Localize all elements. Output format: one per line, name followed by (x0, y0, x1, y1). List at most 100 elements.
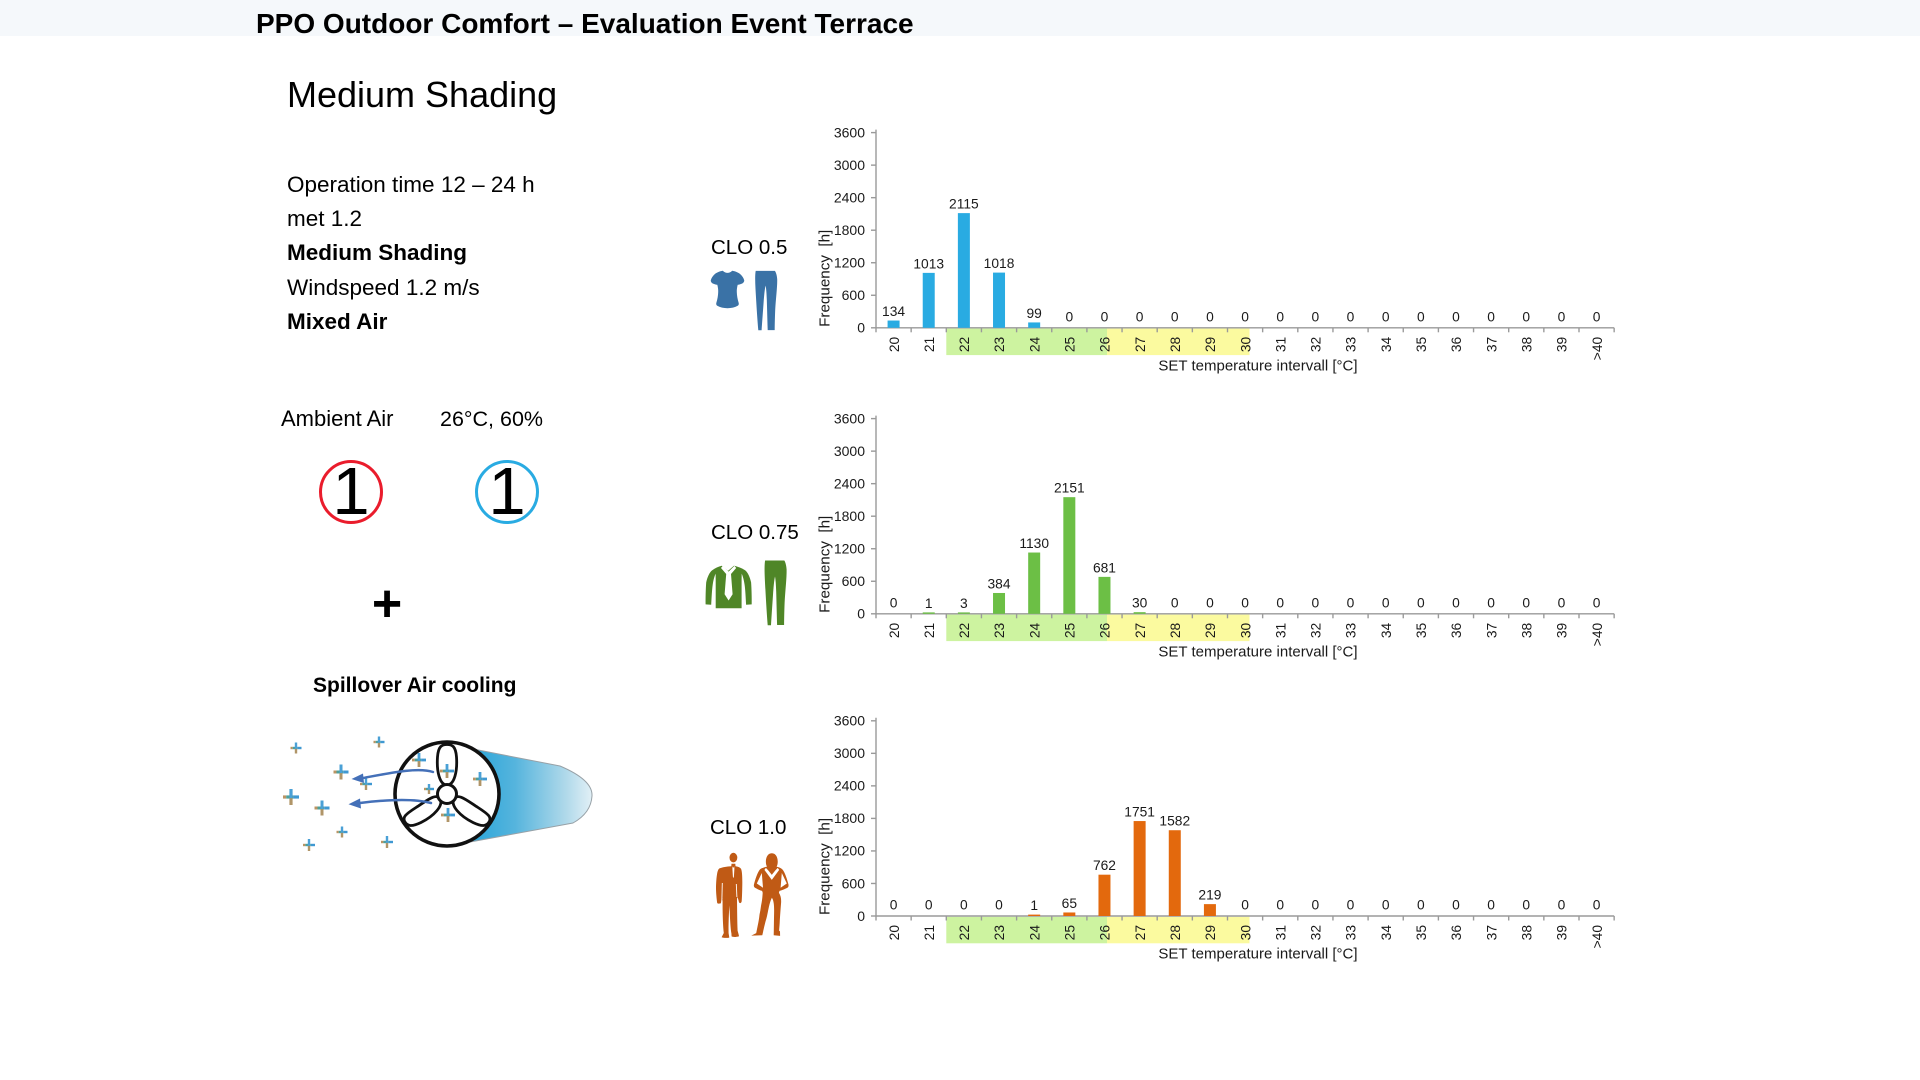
svg-text:3600: 3600 (834, 410, 865, 426)
svg-text:2400: 2400 (834, 189, 865, 205)
svg-text:35: 35 (1414, 622, 1429, 638)
svg-text:1800: 1800 (834, 222, 865, 238)
svg-text:2151: 2151 (1054, 481, 1085, 496)
svg-text:34: 34 (1379, 925, 1394, 941)
svg-text:3600: 3600 (834, 124, 865, 140)
svg-text:0: 0 (890, 898, 898, 913)
svg-text:35: 35 (1414, 336, 1429, 352)
svg-text:27: 27 (1133, 337, 1148, 352)
svg-text:37: 37 (1484, 623, 1499, 638)
svg-text:32: 32 (1309, 925, 1324, 940)
svg-text:36: 36 (1449, 925, 1464, 941)
svg-text:26: 26 (1098, 622, 1113, 638)
svg-text:2400: 2400 (834, 778, 865, 794)
svg-text:0: 0 (1452, 898, 1460, 913)
svg-text:39: 39 (1555, 925, 1570, 941)
svg-text:0: 0 (1171, 309, 1179, 324)
svg-text:33: 33 (1344, 622, 1359, 638)
svg-text:0: 0 (1487, 309, 1495, 324)
svg-text:0: 0 (1312, 595, 1320, 610)
svg-text:3000: 3000 (834, 443, 865, 459)
svg-text:134: 134 (882, 304, 905, 319)
svg-text:37: 37 (1484, 337, 1499, 352)
svg-text:38: 38 (1519, 622, 1534, 638)
svg-text:0: 0 (1452, 595, 1460, 610)
svg-text:1800: 1800 (834, 508, 865, 524)
svg-text:21: 21 (922, 623, 937, 638)
svg-text:600: 600 (842, 287, 866, 303)
svg-text:0: 0 (1417, 595, 1425, 610)
svg-text:36: 36 (1449, 336, 1464, 352)
svg-text:65: 65 (1062, 896, 1078, 911)
svg-text:SET temperature intervall [°C]: SET temperature intervall [°C] (1158, 643, 1357, 660)
svg-text:36: 36 (1449, 622, 1464, 638)
svg-text:39: 39 (1555, 336, 1570, 352)
svg-text:25: 25 (1063, 925, 1078, 941)
svg-text:1018: 1018 (984, 256, 1015, 271)
svg-text:26: 26 (1098, 925, 1113, 941)
svg-text:0: 0 (1382, 309, 1390, 324)
svg-text:0: 0 (1522, 898, 1530, 913)
svg-text:34: 34 (1379, 622, 1394, 638)
svg-text:1013: 1013 (913, 256, 944, 271)
svg-text:1: 1 (1030, 898, 1038, 913)
svg-text:0: 0 (960, 898, 968, 913)
svg-text:37: 37 (1484, 925, 1499, 940)
svg-text:Frequency [h]: Frequency [h] (817, 818, 834, 915)
svg-text:0: 0 (1312, 898, 1320, 913)
svg-text:1800: 1800 (834, 810, 865, 826)
svg-text:29: 29 (1203, 622, 1218, 638)
svg-text:23: 23 (992, 925, 1007, 941)
svg-text:31: 31 (1273, 623, 1288, 638)
svg-text:SET temperature intervall [°C]: SET temperature intervall [°C] (1158, 357, 1357, 374)
svg-text:26: 26 (1098, 336, 1113, 352)
svg-text:33: 33 (1344, 336, 1359, 352)
svg-text:3: 3 (960, 596, 968, 611)
svg-text:0: 0 (1241, 595, 1249, 610)
svg-text:29: 29 (1203, 336, 1218, 352)
svg-text:31: 31 (1273, 337, 1288, 352)
svg-text:25: 25 (1063, 336, 1078, 352)
svg-text:0: 0 (1487, 898, 1495, 913)
svg-text:SET temperature intervall [°C]: SET temperature intervall [°C] (1158, 946, 1357, 963)
svg-text:99: 99 (1026, 306, 1042, 321)
svg-text:30: 30 (1238, 622, 1253, 638)
svg-text:600: 600 (842, 573, 866, 589)
svg-text:31: 31 (1273, 925, 1288, 940)
svg-text:24: 24 (1027, 925, 1042, 941)
svg-text:21: 21 (922, 925, 937, 940)
svg-text:0: 0 (1522, 595, 1530, 610)
svg-text:28: 28 (1168, 336, 1183, 352)
svg-text:3600: 3600 (834, 713, 865, 729)
svg-text:0: 0 (1241, 898, 1249, 913)
svg-text:25: 25 (1063, 622, 1078, 638)
svg-text:0: 0 (857, 606, 865, 622)
svg-text:0: 0 (1347, 595, 1355, 610)
svg-text:219: 219 (1198, 888, 1221, 903)
svg-text:0: 0 (1276, 898, 1284, 913)
svg-text:0: 0 (1593, 595, 1601, 610)
svg-text:38: 38 (1519, 925, 1534, 941)
svg-text:0: 0 (1593, 898, 1601, 913)
svg-text:22: 22 (957, 623, 972, 638)
svg-text:0: 0 (1487, 595, 1495, 610)
svg-text:0: 0 (1382, 898, 1390, 913)
svg-text:762: 762 (1093, 858, 1116, 873)
svg-text:>40: >40 (1590, 925, 1605, 949)
svg-text:0: 0 (1593, 309, 1601, 324)
svg-text:0: 0 (1417, 309, 1425, 324)
svg-text:Frequency [h]: Frequency [h] (817, 516, 834, 613)
svg-text:23: 23 (992, 336, 1007, 352)
svg-text:1582: 1582 (1159, 814, 1190, 829)
svg-text:0: 0 (1417, 898, 1425, 913)
svg-text:1: 1 (925, 596, 933, 611)
svg-text:28: 28 (1168, 622, 1183, 638)
svg-text:0: 0 (1276, 309, 1284, 324)
svg-text:0: 0 (1136, 309, 1144, 324)
svg-text:2400: 2400 (834, 475, 865, 491)
svg-text:0: 0 (1558, 595, 1566, 610)
svg-text:24: 24 (1027, 622, 1042, 638)
svg-text:3000: 3000 (834, 745, 865, 761)
svg-text:30: 30 (1238, 336, 1253, 352)
svg-text:23: 23 (992, 622, 1007, 638)
